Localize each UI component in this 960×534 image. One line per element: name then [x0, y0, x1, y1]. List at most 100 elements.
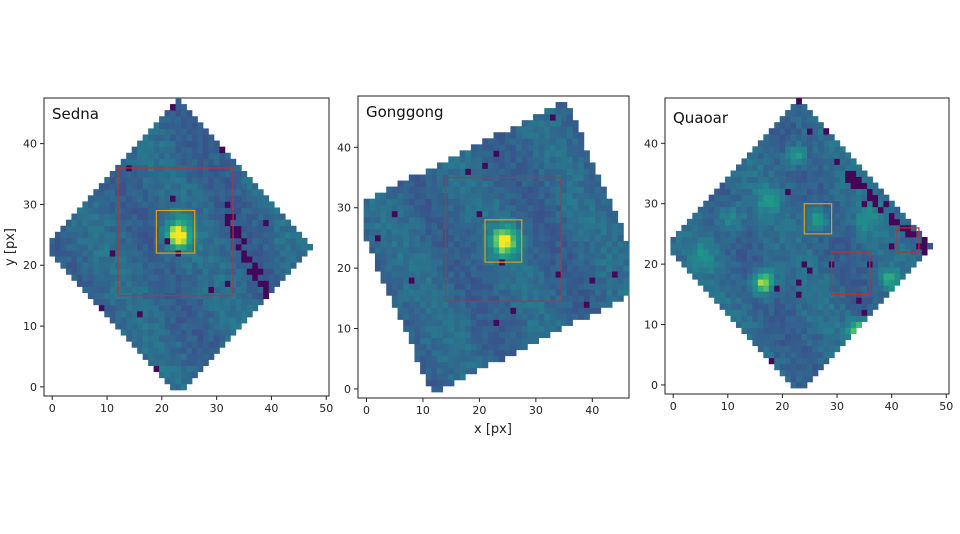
heatmap-cell [274, 256, 281, 263]
heatmap-cell [708, 291, 715, 298]
heatmap-cell [499, 289, 506, 296]
heatmap-cell [910, 242, 917, 250]
heatmap-cell [845, 236, 852, 244]
heatmap-cell [757, 188, 764, 196]
heatmap-cell [482, 343, 489, 351]
heatmap-cell [126, 274, 133, 281]
heatmap-cell [197, 231, 204, 239]
heatmap-cell [459, 204, 466, 212]
heatmap-cell [442, 307, 449, 314]
heatmap-cell [555, 222, 562, 230]
heatmap-cell [120, 316, 127, 324]
heatmap-cell [790, 146, 797, 153]
heatmap-cell [741, 194, 748, 202]
heatmap-cell [87, 195, 94, 202]
heatmap-cell [566, 289, 573, 296]
heatmap-cell [839, 273, 846, 280]
heatmap-cell [197, 323, 204, 330]
heatmap-cell [98, 231, 105, 239]
heatmap-cell [516, 271, 523, 278]
aperture-box-inner [803, 203, 833, 235]
heatmap-cell [268, 262, 275, 269]
heatmap-cell [202, 280, 209, 287]
heatmap-cell [839, 327, 846, 334]
heatmap-cell [549, 222, 557, 230]
heatmap-cell [561, 265, 568, 272]
heatmap-cell [834, 146, 841, 153]
heatmap-cell [470, 210, 477, 218]
heatmap-cell [856, 267, 863, 274]
heatmap-cell [785, 122, 792, 129]
heatmap-cell [785, 249, 792, 256]
heatmap-cell [164, 152, 171, 160]
heatmap-cell [191, 177, 198, 184]
heatmap-cell [790, 357, 797, 365]
heatmap-cell [828, 164, 835, 171]
heatmap-cell [583, 259, 590, 266]
heatmap-cell [235, 219, 242, 227]
heatmap-cell [420, 186, 427, 194]
heatmap-cell [437, 337, 444, 345]
heatmap-cell [752, 170, 759, 177]
heatmap-cell [812, 261, 819, 268]
heatmap-cell [725, 212, 731, 220]
heatmap-cell [504, 343, 511, 351]
heatmap-cell [768, 236, 775, 244]
heatmap-cell [403, 283, 410, 290]
heatmap-cell [137, 231, 144, 239]
heatmap-cell [834, 315, 841, 322]
heatmap-cell [790, 212, 797, 220]
heatmap-cell [131, 189, 138, 196]
panel-title: Quaoar [673, 109, 729, 127]
heatmap-cell [730, 224, 737, 232]
heatmap-cell [268, 225, 275, 233]
heatmap-cell [725, 255, 731, 262]
heatmap-cell [181, 104, 187, 111]
heatmap-cell [746, 194, 753, 202]
heatmap-cell [403, 313, 410, 320]
heatmap-cell [878, 218, 884, 226]
heatmap-cell [850, 158, 857, 165]
heatmap-cell [752, 327, 759, 334]
heatmap-cell [148, 329, 155, 336]
heatmap-cell [757, 242, 764, 250]
heatmap-cell [408, 301, 415, 308]
y-axis-label: y [px] [3, 228, 18, 266]
heatmap-cell [131, 304, 138, 312]
heatmap-cell [391, 240, 398, 248]
heatmap-cell [785, 230, 792, 238]
heatmap-cell [164, 365, 171, 373]
heatmap-cell [374, 216, 381, 224]
heatmap-cell [752, 285, 759, 292]
heatmap-cell [76, 219, 83, 227]
heatmap-cell [448, 325, 455, 332]
heatmap-cell [708, 279, 715, 286]
heatmap-cell [612, 247, 619, 254]
heatmap-cell [403, 192, 410, 200]
heatmap-cell [213, 195, 220, 202]
heatmap-cell [257, 262, 264, 269]
heatmap-cell [741, 309, 748, 316]
heatmap-cell [470, 265, 477, 272]
heatmap-cell [521, 325, 528, 332]
heatmap-cell [224, 189, 231, 196]
heatmap-cell [549, 192, 557, 200]
heatmap-cell [219, 310, 226, 318]
heatmap-cell [235, 304, 242, 312]
heatmap-cell [191, 146, 198, 154]
heatmap-cell [487, 301, 494, 308]
heatmap-cell [470, 240, 477, 248]
heatmap-cell [741, 267, 748, 274]
heatmap-cell [796, 152, 802, 159]
heatmap-cell [431, 240, 438, 248]
heatmap-cell [453, 259, 461, 266]
heatmap-cell [470, 156, 477, 163]
heatmap-cell [834, 176, 841, 183]
heatmap-cell [807, 279, 813, 286]
heatmap-cell [442, 373, 449, 381]
heatmap-cell [448, 295, 455, 302]
heatmap-cell [465, 277, 472, 284]
heatmap-cell [241, 213, 248, 221]
heatmap-cell [746, 297, 753, 304]
heatmap-cell [583, 283, 590, 290]
